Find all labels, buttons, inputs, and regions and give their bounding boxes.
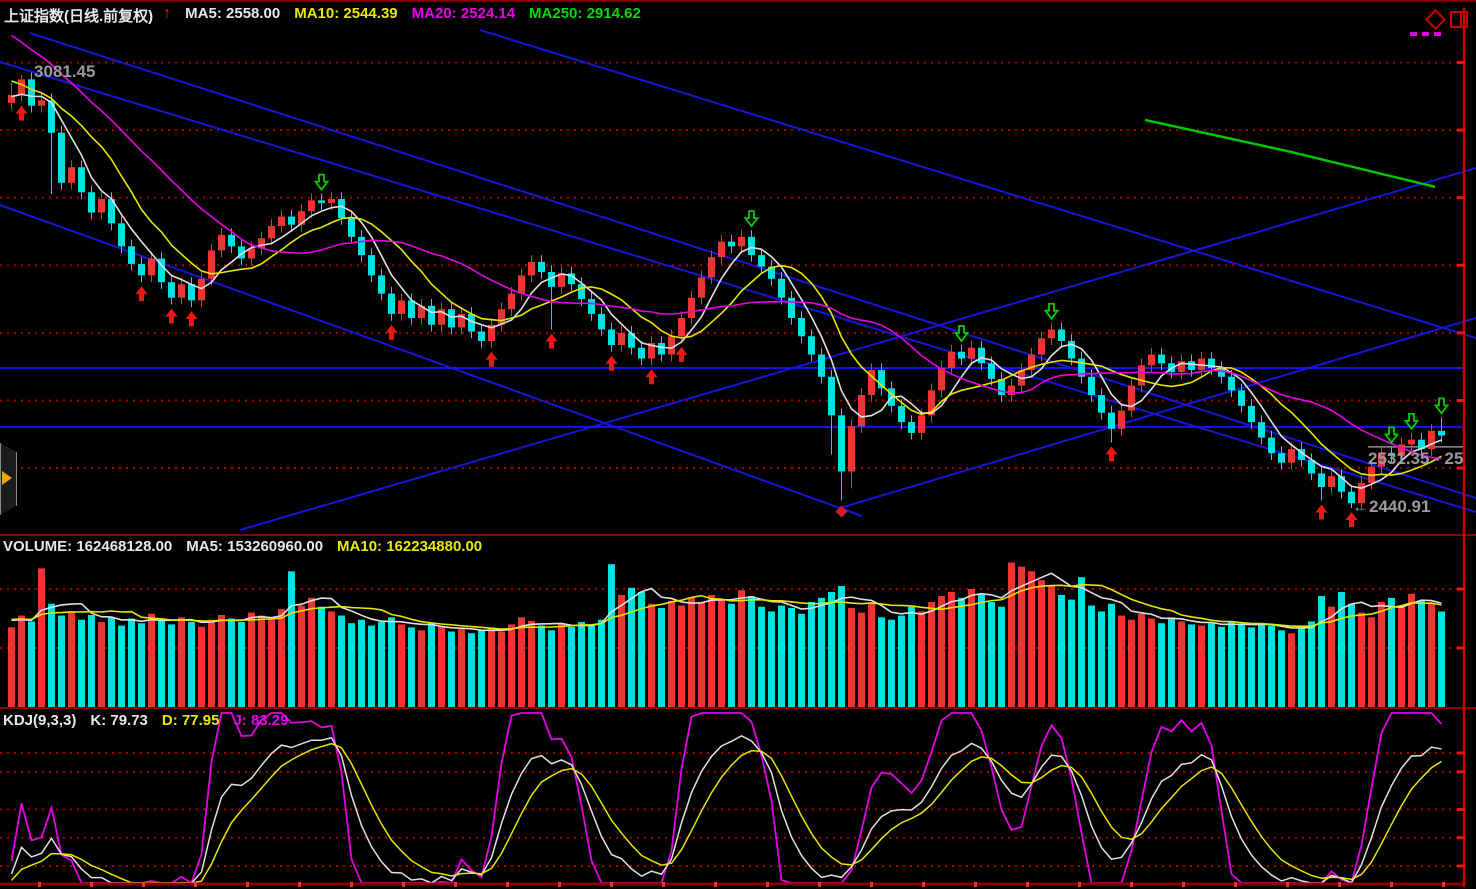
kdj-d: D: 77.95 <box>161 712 220 729</box>
trend-up-icon: ↑ <box>163 5 172 22</box>
volume-ma5: MA5: 153260960.00 <box>186 538 324 555</box>
kdj-label: KDJ(9,3,3) <box>3 712 77 729</box>
volume-value: VOLUME: 162468128.00 <box>3 538 173 555</box>
chart-title: 上证指数(日线.前复权) <box>4 8 154 25</box>
left-arrow-icon: ← <box>1352 497 1369 516</box>
kdj-header: KDJ(9,3,3) K: 79.73 D: 77.95 J: 83.29 <box>3 712 289 729</box>
ma250-value: MA250: 2914.62 <box>529 5 641 22</box>
main-chart-header: 上证指数(日线.前复权) ↑ MA5: 2558.00 MA10: 2544.3… <box>4 5 641 26</box>
range-price-label: 2531.35 - 25 <box>1368 449 1464 468</box>
volume-header: VOLUME: 162468128.00 MA5: 153260960.00 M… <box>3 538 482 555</box>
kdj-k: K: 79.73 <box>90 712 148 729</box>
ma20-value: MA20: 2524.14 <box>411 5 516 22</box>
split-window-icon[interactable] <box>1450 11 1468 28</box>
left-panel-expander[interactable] <box>0 443 17 515</box>
diamond-tool-icon[interactable] <box>1424 8 1447 31</box>
high-price-label: 3081.45 <box>34 62 96 81</box>
ma10-value: MA10: 2544.39 <box>294 5 398 22</box>
volume-ma10: MA10: 162234880.00 <box>337 538 483 555</box>
ma5-value: MA5: 2558.00 <box>185 5 281 22</box>
kdj-j: J: 83.29 <box>233 712 289 729</box>
chart-toolbar <box>1406 8 1470 42</box>
more-options-icon[interactable] <box>1410 32 1441 36</box>
low-price-label: ←2440.91 <box>1352 497 1431 516</box>
expand-arrow-icon <box>2 471 12 485</box>
